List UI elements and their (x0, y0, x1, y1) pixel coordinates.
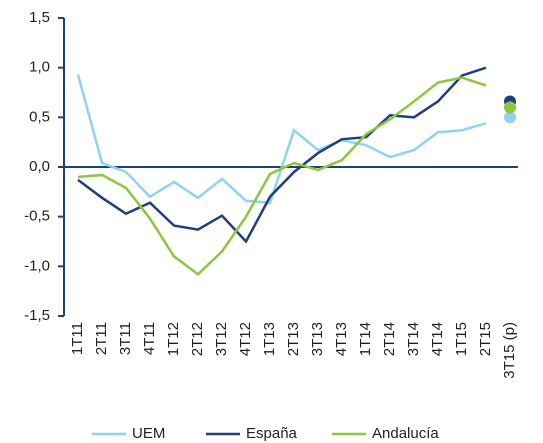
forecast-point (504, 101, 516, 114)
y-tick-label: -1,5 (24, 307, 50, 324)
x-tick-label: 2T12 (189, 322, 206, 356)
x-tick-label: 4T11 (141, 322, 158, 355)
y-tick-label: 0,0 (29, 158, 50, 175)
x-tick-label: 1T14 (357, 322, 374, 356)
legend-label: UEM (132, 425, 165, 442)
series-line (77, 66, 487, 244)
series-line (76, 74, 487, 205)
x-tick-label: 3T11 (117, 322, 134, 355)
x-tick-label: 3T13 (309, 322, 326, 356)
y-tick-label: -1,0 (24, 257, 50, 274)
y-tick-label: -0,5 (24, 208, 50, 225)
y-tick-label: 1,0 (29, 59, 50, 76)
legend-label: España (246, 425, 298, 442)
x-tick-label: 1T13 (261, 322, 278, 356)
x-tick-label: 1T12 (165, 322, 182, 356)
x-tick-label: 1T15 (453, 322, 470, 356)
x-tick-label: 3T12 (213, 322, 230, 356)
forecast-point (504, 111, 516, 124)
x-tick-label: 3T14 (405, 322, 422, 356)
x-tick-label: 1T11 (69, 322, 86, 355)
x-tick-label: 2T11 (93, 322, 110, 355)
x-tick-label: 4T14 (429, 322, 446, 356)
y-tick-label: 0,5 (29, 108, 50, 125)
series-line (77, 76, 487, 276)
x-tick-label: 4T13 (333, 322, 350, 356)
legend-label: Andalucía (372, 425, 439, 442)
x-tick-label: 3T15 (p) (501, 322, 518, 379)
x-tick-label: 4T12 (237, 322, 254, 356)
x-tick-label: 2T13 (285, 322, 302, 356)
x-tick-label: 2T15 (477, 322, 494, 356)
y-tick-label: 1,5 (29, 9, 50, 26)
x-tick-label: 2T14 (381, 322, 398, 356)
